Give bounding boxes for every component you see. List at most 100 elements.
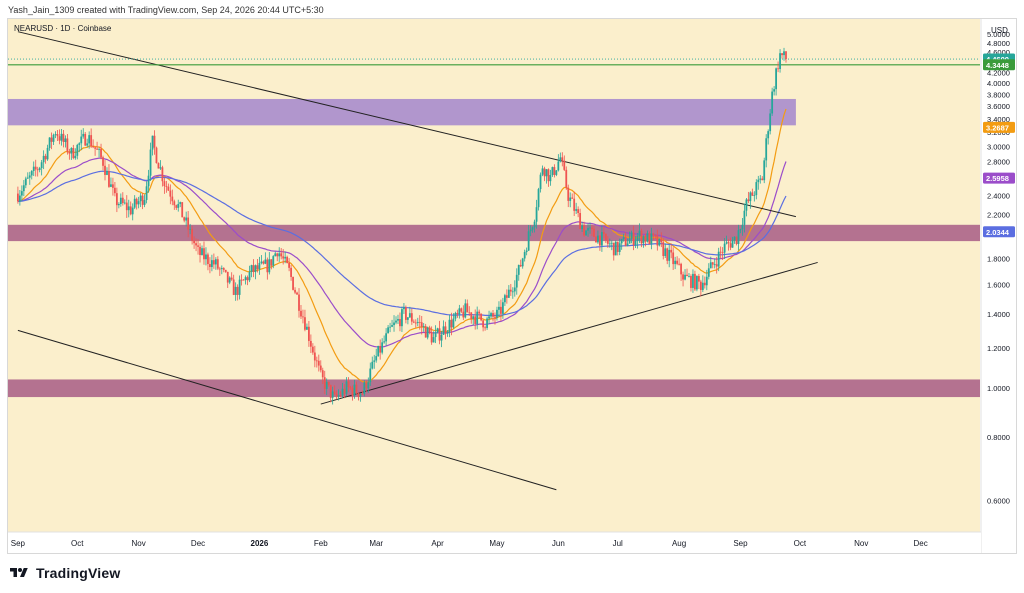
x-tick-label: Jun — [552, 539, 565, 548]
candle-body — [690, 276, 692, 288]
candle-body — [406, 317, 409, 320]
candle-body — [701, 282, 704, 290]
candle-body — [650, 233, 653, 245]
candle-body — [519, 264, 522, 267]
candle-body — [448, 319, 451, 333]
candle-body — [599, 235, 601, 246]
candle-body — [102, 157, 104, 166]
candle-body — [577, 209, 580, 214]
candle-body — [353, 384, 356, 396]
candle-body — [517, 264, 520, 275]
candle-body — [367, 382, 370, 389]
candle-body — [345, 381, 348, 394]
candle-body — [92, 146, 95, 148]
candle-body — [58, 136, 61, 141]
x-tick-label: Jul — [613, 539, 623, 548]
candle-body — [747, 199, 750, 202]
y-tick-label: 4.0000 — [987, 79, 1010, 88]
candle-body — [662, 242, 665, 256]
candle-body — [84, 133, 87, 146]
candle-body — [454, 312, 457, 319]
candle-body — [197, 245, 199, 247]
candle-body — [42, 155, 45, 163]
candle-body — [482, 320, 485, 328]
x-tick-label: Apr — [431, 539, 444, 548]
candle-body — [403, 307, 405, 310]
candle-body — [628, 238, 631, 244]
candle-body — [573, 198, 576, 211]
candle-body — [612, 242, 615, 256]
candle-body — [420, 322, 423, 327]
candle-body — [211, 260, 213, 268]
candle-body — [377, 345, 380, 357]
candle-body — [349, 387, 352, 389]
candle-body — [244, 277, 247, 280]
candle-body — [38, 168, 41, 170]
candle-body — [608, 243, 611, 245]
candle-body — [682, 274, 684, 280]
candle-body — [306, 326, 308, 330]
candle-body — [462, 311, 465, 318]
candle-body — [771, 91, 774, 114]
candle-body — [428, 327, 431, 333]
candle-body — [24, 178, 27, 186]
candle-body — [670, 249, 673, 253]
candle-body — [549, 174, 552, 182]
candle-body — [709, 262, 712, 269]
candle-body — [294, 289, 296, 293]
candle-body — [545, 169, 548, 177]
candle-body — [104, 165, 106, 175]
candle-body — [112, 184, 114, 188]
candle-body — [64, 138, 67, 143]
candle-body — [129, 206, 132, 215]
candle-body — [496, 309, 498, 318]
candle-body — [250, 265, 253, 272]
tradingview-brand[interactable]: TradingView — [8, 565, 120, 581]
candle-body — [759, 178, 762, 180]
candle-body — [32, 166, 35, 172]
y-tick-label: 3.6000 — [987, 102, 1010, 111]
candle-body — [488, 316, 490, 319]
x-tick-label: Nov — [132, 539, 146, 548]
chart-panel[interactable]: NEARUSD · 1D · Coinbase USD 5.0000 4.8000 4.… — [7, 18, 1017, 554]
x-tick-label: Dec — [913, 539, 927, 548]
candle-body — [203, 248, 205, 260]
candle-body — [674, 260, 677, 265]
candle-body — [539, 174, 542, 190]
candle-body — [509, 289, 512, 292]
candle-body — [680, 263, 682, 275]
candle-body — [432, 337, 435, 343]
candle-body — [676, 260, 679, 264]
candle-body — [108, 171, 110, 187]
candle-body — [505, 295, 508, 298]
candle-body — [654, 235, 657, 237]
y-tick-label: 4.8000 — [987, 39, 1010, 48]
candle-body — [46, 147, 49, 160]
candle-body — [474, 316, 477, 324]
candle-body — [260, 261, 263, 263]
candle-body — [767, 131, 770, 139]
candle-body — [731, 240, 734, 248]
candle-body — [117, 204, 120, 206]
candle-body — [114, 187, 116, 194]
y-tick-label: 3.0000 — [987, 142, 1010, 151]
candle-body — [755, 182, 758, 196]
candle-body — [521, 258, 524, 267]
candle-body — [22, 185, 25, 192]
candle-body — [262, 261, 265, 264]
candle-body — [315, 360, 318, 362]
candle-body — [201, 248, 203, 256]
candle-body — [359, 393, 362, 397]
candle-body — [684, 274, 686, 280]
candle-body — [284, 256, 287, 259]
candle-body — [125, 202, 128, 211]
y-tick-label: 4.2000 — [987, 68, 1010, 77]
candle-body — [276, 253, 279, 257]
candle-body — [18, 195, 21, 202]
y-tick-label: 3.8000 — [987, 90, 1010, 99]
candle-body — [416, 321, 419, 323]
price-chart[interactable]: NEARUSD · 1D · Coinbase USD5.00004.80004.… — [8, 19, 1016, 553]
candle-body — [212, 260, 215, 265]
candle-body — [699, 281, 702, 290]
symbol-label: NEARUSD · 1D · Coinbase — [14, 24, 112, 33]
